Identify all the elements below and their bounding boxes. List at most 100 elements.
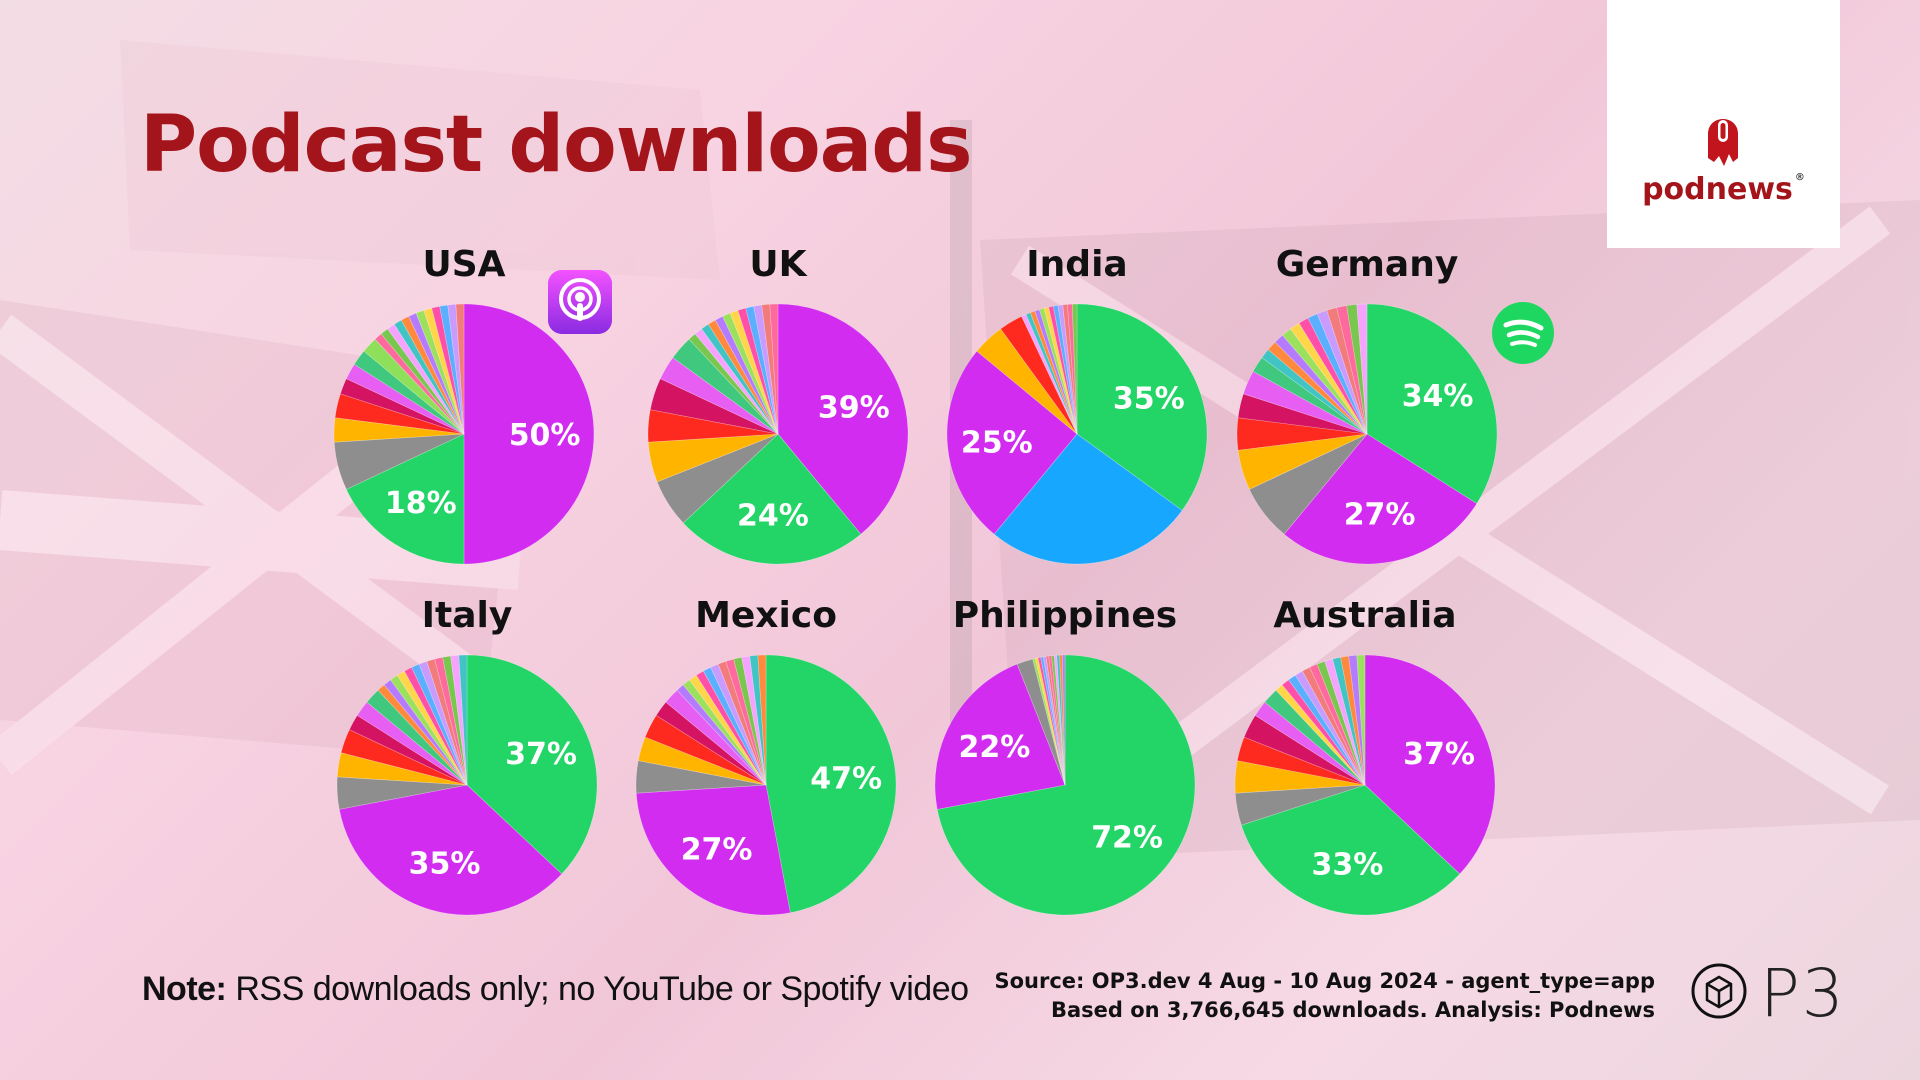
pie-slice-other xyxy=(1048,305,1078,435)
pie-slice-other xyxy=(1037,656,1066,786)
pie-slice-other xyxy=(1052,305,1078,435)
pie-slice-other xyxy=(702,666,767,786)
slice-percent-label: 34% xyxy=(1402,379,1474,414)
pie-slice-other xyxy=(458,654,468,786)
pie-slice-other xyxy=(1048,655,1066,786)
pie-slice-yellow xyxy=(1234,760,1366,794)
pie-slice-other xyxy=(1301,666,1366,786)
pie-slice-green xyxy=(682,433,862,565)
pie-usa: 50% 18% USA xyxy=(333,244,595,565)
pie-slice-red xyxy=(334,393,465,435)
pie-slice-other xyxy=(383,679,468,786)
pie-slice-other xyxy=(1307,313,1368,435)
pie-slice-lime xyxy=(363,338,465,435)
pie-slice-purple xyxy=(463,303,595,565)
pie-slice-other xyxy=(400,315,465,435)
slice-percent-label: 37% xyxy=(505,737,577,772)
pie-slice-other xyxy=(1034,309,1078,435)
pie-slice-other xyxy=(1053,654,1066,786)
pie-slice-other xyxy=(757,654,767,786)
pie-slice-gray xyxy=(635,760,767,794)
slice-percent-label: 72% xyxy=(1091,820,1163,855)
slice-percent-label: 37% xyxy=(1403,737,1475,772)
pie-slice-green xyxy=(765,654,897,914)
note-label: Note: xyxy=(142,970,227,1008)
slice-percent-label: 24% xyxy=(737,498,809,533)
pie-slice-teal xyxy=(1252,357,1368,435)
pie-slice-other xyxy=(403,666,468,786)
slice-percent-label: 50% xyxy=(509,418,581,453)
slice-percent-label: 35% xyxy=(1113,381,1185,416)
pie-slice-other xyxy=(1032,658,1066,786)
pie-slice-other xyxy=(450,654,468,786)
pie-slice-yellow xyxy=(336,752,468,786)
pie-slice-other xyxy=(1030,310,1078,435)
source-line-1: Source: OP3.dev 4 Aug - 10 Aug 2024 - ag… xyxy=(994,969,1656,993)
pie-slice-other xyxy=(393,319,465,435)
pie-slice-crimson xyxy=(1243,714,1366,786)
pie-slice-purple xyxy=(1364,654,1496,875)
pie-slice-crimson xyxy=(649,378,779,435)
pie-slice-red xyxy=(1000,315,1078,435)
pie-slice-teal xyxy=(353,350,465,435)
pie-slice-purple xyxy=(338,784,563,916)
pie-slice-purple xyxy=(777,303,909,535)
pie-slice-other xyxy=(1281,679,1366,786)
pie-slice-other xyxy=(1025,312,1078,435)
pie-philippines: 72% 22% Philippines xyxy=(934,595,1196,916)
pie-slice-other xyxy=(722,312,779,435)
pie-slice-other xyxy=(1294,670,1366,786)
pie-slice-other xyxy=(431,305,465,435)
pie-slice-red xyxy=(647,409,779,443)
pie-slice-other xyxy=(689,674,767,786)
pie-slice-other xyxy=(1034,657,1066,786)
pie-slice-other xyxy=(714,315,779,435)
pie-slice-yellow xyxy=(333,417,465,443)
pie-slice-teal xyxy=(672,338,779,435)
pie-slice-other xyxy=(423,307,465,435)
pie-slice-gray xyxy=(1016,658,1066,786)
pie-slice-gray xyxy=(1234,784,1366,826)
pie-slice-pink xyxy=(665,689,767,786)
pie-slice-other xyxy=(682,679,767,786)
chart-title: Australia xyxy=(1273,595,1456,636)
pie-slice-other xyxy=(1309,663,1366,786)
pie-slice-other xyxy=(695,670,767,786)
op3-wordmark: P3 xyxy=(1760,955,1846,1032)
pie-slice-other xyxy=(729,309,779,435)
slice-percent-label: 35% xyxy=(409,846,481,881)
spotify-icon xyxy=(1492,302,1554,364)
pie-slice-crimson xyxy=(348,714,468,786)
slice-percent-label: 18% xyxy=(385,486,457,521)
pie-slice-other xyxy=(415,309,465,435)
note-text: RSS downloads only; no YouTube or Spotif… xyxy=(226,970,969,1008)
pie-slice-other xyxy=(1057,304,1078,435)
op3-logo-icon xyxy=(1691,963,1747,1019)
pie-slice-other xyxy=(387,323,465,435)
pie-slice-other xyxy=(745,305,779,435)
pie-slice-other xyxy=(1282,328,1368,435)
pie-germany: 34% 27% Germany xyxy=(1236,244,1498,565)
pie-slice-green xyxy=(936,654,1196,916)
pie-slice-other xyxy=(426,658,468,786)
podnews-logo-icon xyxy=(1708,119,1738,166)
pie-slice-other xyxy=(1332,656,1366,786)
pie-slice-pink xyxy=(659,357,779,435)
pie-slice-other xyxy=(442,655,468,786)
slice-percent-label: 47% xyxy=(810,761,882,796)
pie-slice-other xyxy=(1336,305,1368,435)
footnote: Note: RSS downloads only; no YouTube or … xyxy=(142,970,969,1009)
pie-slice-crimson xyxy=(339,378,465,435)
pie-slice-gray xyxy=(1248,433,1368,535)
pie-slice-other xyxy=(1324,658,1366,786)
pie-australia: 37% 33% Australia xyxy=(1234,595,1496,916)
pie-slice-other xyxy=(737,307,779,435)
pie-slice-other xyxy=(396,670,468,786)
pie-india: 35% 25% India xyxy=(946,244,1208,565)
pie-slice-other xyxy=(380,328,465,435)
logo-wordmark: podnews xyxy=(1642,172,1793,207)
chart-title: Germany xyxy=(1276,244,1459,285)
pie-slice-other xyxy=(676,684,767,786)
pie-slice-pink xyxy=(1254,701,1366,786)
